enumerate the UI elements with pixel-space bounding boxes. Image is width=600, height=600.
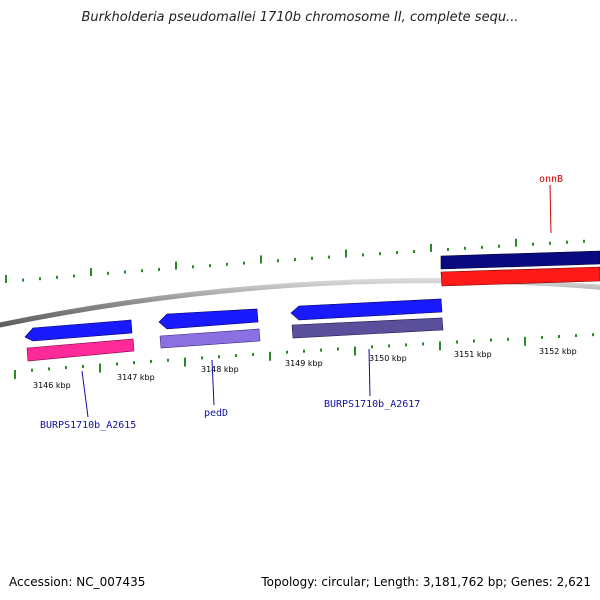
- cds-bar[interactable]: [291, 317, 444, 339]
- topology-summary: Topology: circular; Length: 3,181,762 bp…: [261, 575, 591, 589]
- gene-feature-onnb[interactable]: onnB: [440, 174, 600, 287]
- gene-feature-burps1710b-a2617[interactable]: BURPS1710b_A2617: [290, 298, 444, 410]
- cds-bar[interactable]: [440, 266, 600, 287]
- tick-label-3147: 3147 kbp: [117, 373, 155, 382]
- gene-label: pedD: [204, 408, 228, 419]
- lower-tick-row: [14, 333, 594, 379]
- map-title: Burkholderia pseudomallei 1710b chromoso…: [81, 10, 519, 25]
- tick-label-3151: 3151 kbp: [454, 350, 492, 359]
- tick-label-3150: 3150 kbp: [369, 354, 407, 363]
- tick-label-3146: 3146 kbp: [33, 381, 71, 390]
- gene-arrow[interactable]: [158, 308, 259, 330]
- cds-bar[interactable]: [159, 328, 261, 349]
- cds-bar[interactable]: [26, 338, 135, 362]
- gene-feature-burps1710b-a2615[interactable]: BURPS1710b_A2615: [24, 319, 136, 431]
- gene-label: BURPS1710b_A2617: [324, 399, 420, 410]
- tick-label-3148: 3148 kbp: [201, 365, 239, 374]
- gene-feature-pedd[interactable]: pedD: [158, 308, 261, 419]
- gene-arrow[interactable]: [290, 298, 443, 321]
- gene-arrow[interactable]: [440, 250, 600, 270]
- accession-label: Accession: NC_007435: [9, 575, 146, 589]
- gene-label: onnB: [539, 174, 563, 185]
- gene-arrow[interactable]: [24, 319, 133, 342]
- upper-tick-row: [5, 238, 585, 283]
- tick-label-3149: 3149 kbp: [285, 359, 323, 368]
- tick-label-3152: 3152 kbp: [539, 347, 577, 356]
- gene-label: BURPS1710b_A2615: [40, 420, 136, 431]
- ruler-labels: 3146 kbp 3147 kbp 3148 kbp 3149 kbp 3150…: [33, 347, 577, 390]
